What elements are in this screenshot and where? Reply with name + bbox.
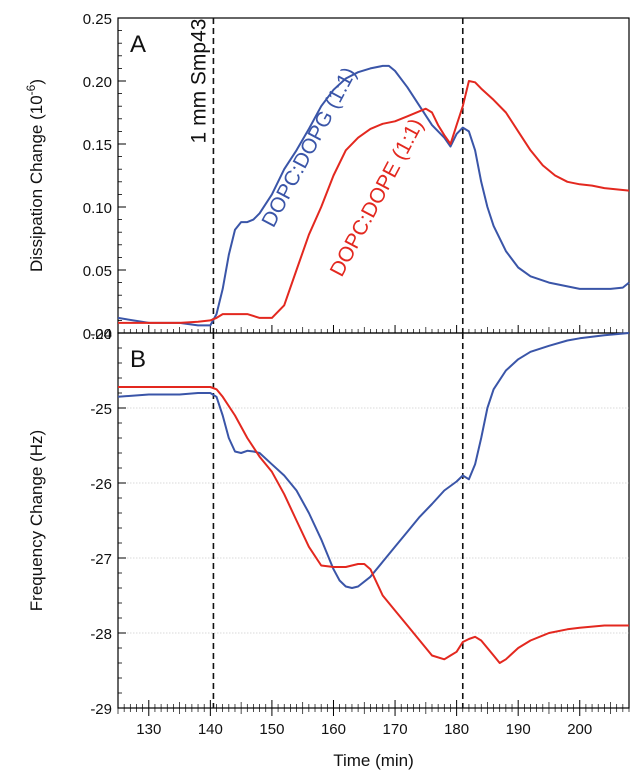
x-tick-label: 200	[567, 721, 592, 738]
panel-b-vlines	[212, 333, 464, 708]
panel-b-ticks: -29 -28 -27 -26 -25 -24 130 140 150 160 170 180 190 2…	[90, 326, 630, 738]
x-tick-label: 140	[198, 721, 223, 738]
series-line	[118, 80, 630, 324]
y-tick-label: 0.25	[83, 11, 112, 28]
annotation-label: DOPC:DOPG (1:1)	[257, 64, 361, 231]
panel-a-dissipation: 0.00 0.05 0.10 0.15 0.20 0.25 1 mm Smp43 DOPC:…	[24, 11, 630, 343]
y-tick-label: -25	[90, 401, 112, 418]
y-tick-label: -27	[90, 551, 112, 568]
y-tick-label: -26	[90, 476, 112, 493]
panel-a-series	[117, 64, 630, 327]
y-tick-label: -28	[90, 626, 112, 643]
x-tick-label: 160	[321, 721, 346, 738]
annotation-label: 1 mm Smp43	[187, 19, 210, 144]
x-tick-label: 170	[383, 721, 408, 738]
annotation-label: DOPC:DOPE (1:1)	[326, 115, 428, 280]
panel-a-label: A	[130, 31, 146, 58]
panel-b-frame	[117, 332, 630, 709]
panel-a-ticks: 0.00 0.05 0.10 0.15 0.20 0.25	[83, 11, 630, 343]
series-line	[117, 332, 630, 589]
x-tick-label: 130	[136, 721, 161, 738]
series-line	[117, 64, 630, 327]
y-tick-label: -24	[90, 326, 112, 343]
panel-b-ylabel: Frequency Change (Hz)	[27, 430, 46, 611]
x-tick-label: 150	[259, 721, 284, 738]
x-tick-label: 180	[444, 721, 469, 738]
panel-b-frequency: -29 -28 -27 -26 -25 -24 130 140 150 160 170 180 190 2…	[27, 326, 630, 770]
y-tick-label: 0.15	[83, 137, 112, 154]
y-tick-label: 0.10	[83, 200, 112, 217]
series-line	[118, 386, 629, 664]
y-tick-label: 0.00	[83, 326, 112, 343]
y-tick-label: -29	[90, 701, 112, 718]
panel-a-vlines	[212, 18, 464, 333]
panel-b-grid	[118, 407, 629, 634]
panel-b-label: B	[130, 346, 146, 373]
panel-b-series	[117, 332, 630, 664]
panel-a-ylabel: Dissipation Change (10-6)	[24, 79, 46, 272]
panel-a-ylabel-superscript: -6	[24, 84, 38, 95]
x-axis-label: Time (min)	[333, 751, 414, 770]
y-tick-label: 0.20	[83, 74, 112, 91]
y-tick-label: 0.05	[83, 263, 112, 280]
x-tick-label: 190	[506, 721, 531, 738]
panel-a-annotations: 1 mm Smp43 DOPC:DOPG (1:1)DOPC:DOPE (1:1)	[187, 19, 428, 281]
